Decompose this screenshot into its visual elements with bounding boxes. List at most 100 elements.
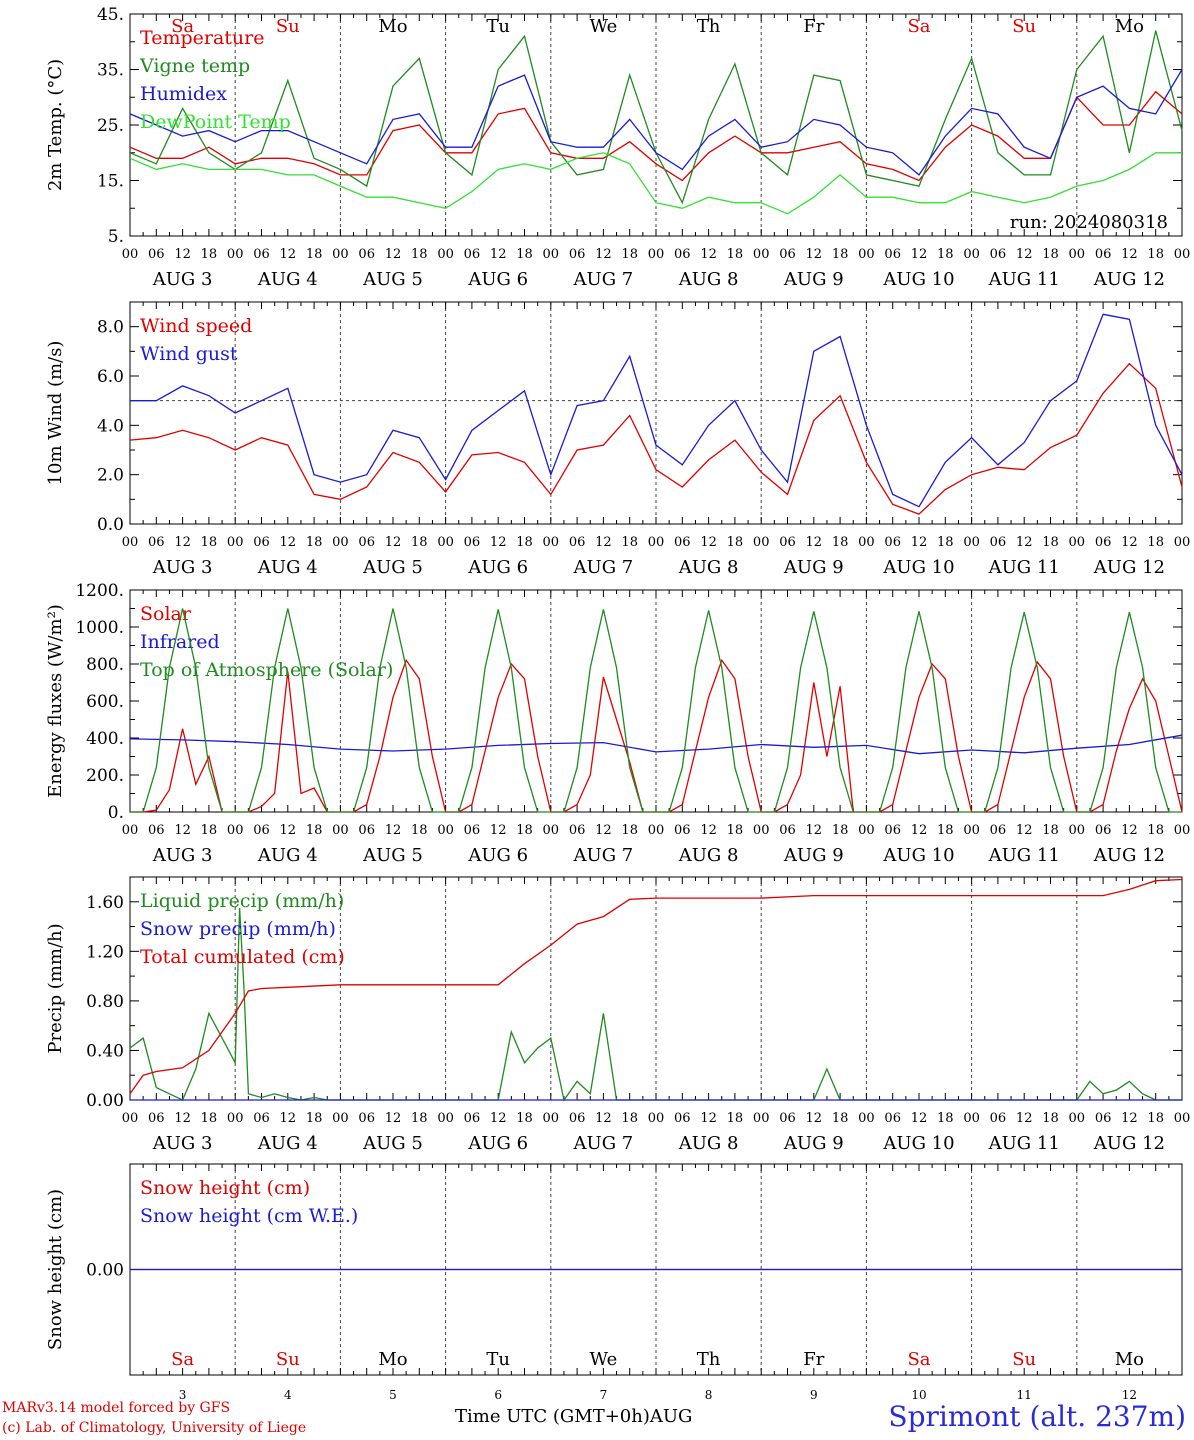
legend-entry: Total cumulated (cm) [140,946,345,968]
hour-tick-label: 00 [227,535,244,550]
hour-tick-label: 06 [884,1111,901,1126]
hour-tick-label: 06 [464,247,481,262]
day-label: AUG 12 [1093,845,1165,866]
hour-tick-label: 12 [490,247,507,262]
hour-tick-label: 18 [727,1111,744,1126]
hour-tick-label: 00 [963,823,980,838]
day-label: AUG 6 [467,557,528,578]
hour-tick-label: 18 [201,535,218,550]
day-label: AUG 8 [678,557,739,578]
hour-tick-label: 18 [621,1111,638,1126]
hour-tick-label: 06 [779,823,796,838]
hour-tick-label: 06 [148,247,165,262]
hour-tick-label: 00 [1069,535,1086,550]
y-tick-label: 25. [97,116,124,136]
model-credit: MARv3.14 model forced by GFS [2,1400,231,1416]
hour-tick-label: 00 [122,1111,139,1126]
hour-tick-label: 12 [911,823,928,838]
day-label: AUG 11 [988,269,1060,290]
hour-tick-label: 06 [253,535,270,550]
y-tick-label: 1200. [75,581,124,601]
day-label: AUG 8 [678,845,739,866]
hour-tick-label: 00 [122,535,139,550]
day-label: AUG 7 [573,557,634,578]
hour-tick-label: 06 [884,247,901,262]
legend-entry: Infrared [140,631,220,653]
day-label: AUG 4 [257,269,318,290]
hour-tick-label: 18 [1042,535,1059,550]
weekday-label: Tu [486,1349,510,1370]
legend-entry: Snow height (cm W.E.) [140,1205,358,1227]
hour-tick-label: 12 [280,535,297,550]
weekday-label: Mo [1115,16,1144,37]
y-tick-label: 600. [86,692,124,712]
hour-tick-label: 00 [648,535,665,550]
hour-tick-label: 12 [595,535,612,550]
day-label: AUG 9 [783,1133,844,1154]
day-label: AUG 7 [573,1133,634,1154]
day-label: AUG 3 [152,269,213,290]
y-tick-label: 5. [108,227,124,247]
hour-tick-label: 12 [806,1111,823,1126]
hour-tick-label: 18 [1147,823,1164,838]
weekday-label: Fr [803,16,824,37]
hour-tick-label: 00 [227,1111,244,1126]
legend-entry: Solar [140,603,192,625]
hour-tick-label: 06 [464,1111,481,1126]
y-tick-label: 0.00 [86,1261,124,1281]
weekday-label: Su [1012,16,1036,37]
y-axis-label: Precip (mm/h) [45,923,66,1053]
hour-tick-label: 18 [621,535,638,550]
hour-tick-label: 06 [990,1111,1007,1126]
day-number-label: 12 [1122,1388,1137,1402]
hour-tick-label: 18 [1147,535,1164,550]
hour-tick-label: 18 [937,247,954,262]
weekday-label: Su [1012,1349,1036,1370]
hour-tick-label: 06 [1095,823,1112,838]
weekday-label: Mo [378,16,407,37]
day-label: AUG 4 [257,557,318,578]
hour-tick-label: 06 [358,247,375,262]
hour-tick-label: 12 [700,247,717,262]
hour-tick-label: 12 [174,247,191,262]
hour-tick-label: 06 [253,1111,270,1126]
weekday-label: Su [276,1349,300,1370]
day-label: AUG 12 [1093,269,1165,290]
hour-tick-label: 00 [332,247,349,262]
hour-tick-label: 06 [674,823,691,838]
weekday-label: Tu [486,16,510,37]
hour-tick-label: 18 [727,247,744,262]
day-label: AUG 3 [152,1133,213,1154]
day-label: AUG 7 [573,269,634,290]
series-line [129,90,1183,182]
hour-tick-label: 12 [806,823,823,838]
hour-tick-label: 06 [990,247,1007,262]
hour-tick-label: 18 [832,535,849,550]
weekday-label: Th [697,1349,721,1370]
weekday-label: We [590,16,618,37]
hour-tick-label: 18 [1147,1111,1164,1126]
hour-tick-label: 00 [963,247,980,262]
hour-tick-label: 12 [595,823,612,838]
legend-entry: Wind speed [140,315,252,337]
hour-tick-label: 12 [911,247,928,262]
hour-tick-label: 18 [937,823,954,838]
hour-tick-label: 18 [832,1111,849,1126]
day-label: AUG 11 [988,557,1060,578]
weekday-label: Sa [171,1349,194,1370]
series-line [129,362,1183,515]
day-label: AUG 11 [988,1133,1060,1154]
hour-tick-label: 00 [543,247,560,262]
weekday-label: Su [276,16,300,37]
day-number-label: 6 [494,1388,502,1402]
hour-tick-label: 18 [937,535,954,550]
weekday-label: Mo [378,1349,407,1370]
hour-tick-label: 00 [1069,1111,1086,1126]
day-label: AUG 5 [362,1133,423,1154]
day-number-label: 8 [705,1388,713,1402]
weekday-label: Mo [1115,1349,1144,1370]
day-label: AUG 9 [783,845,844,866]
hour-tick-label: 12 [280,823,297,838]
legend-entry: Snow precip (mm/h) [140,918,336,940]
